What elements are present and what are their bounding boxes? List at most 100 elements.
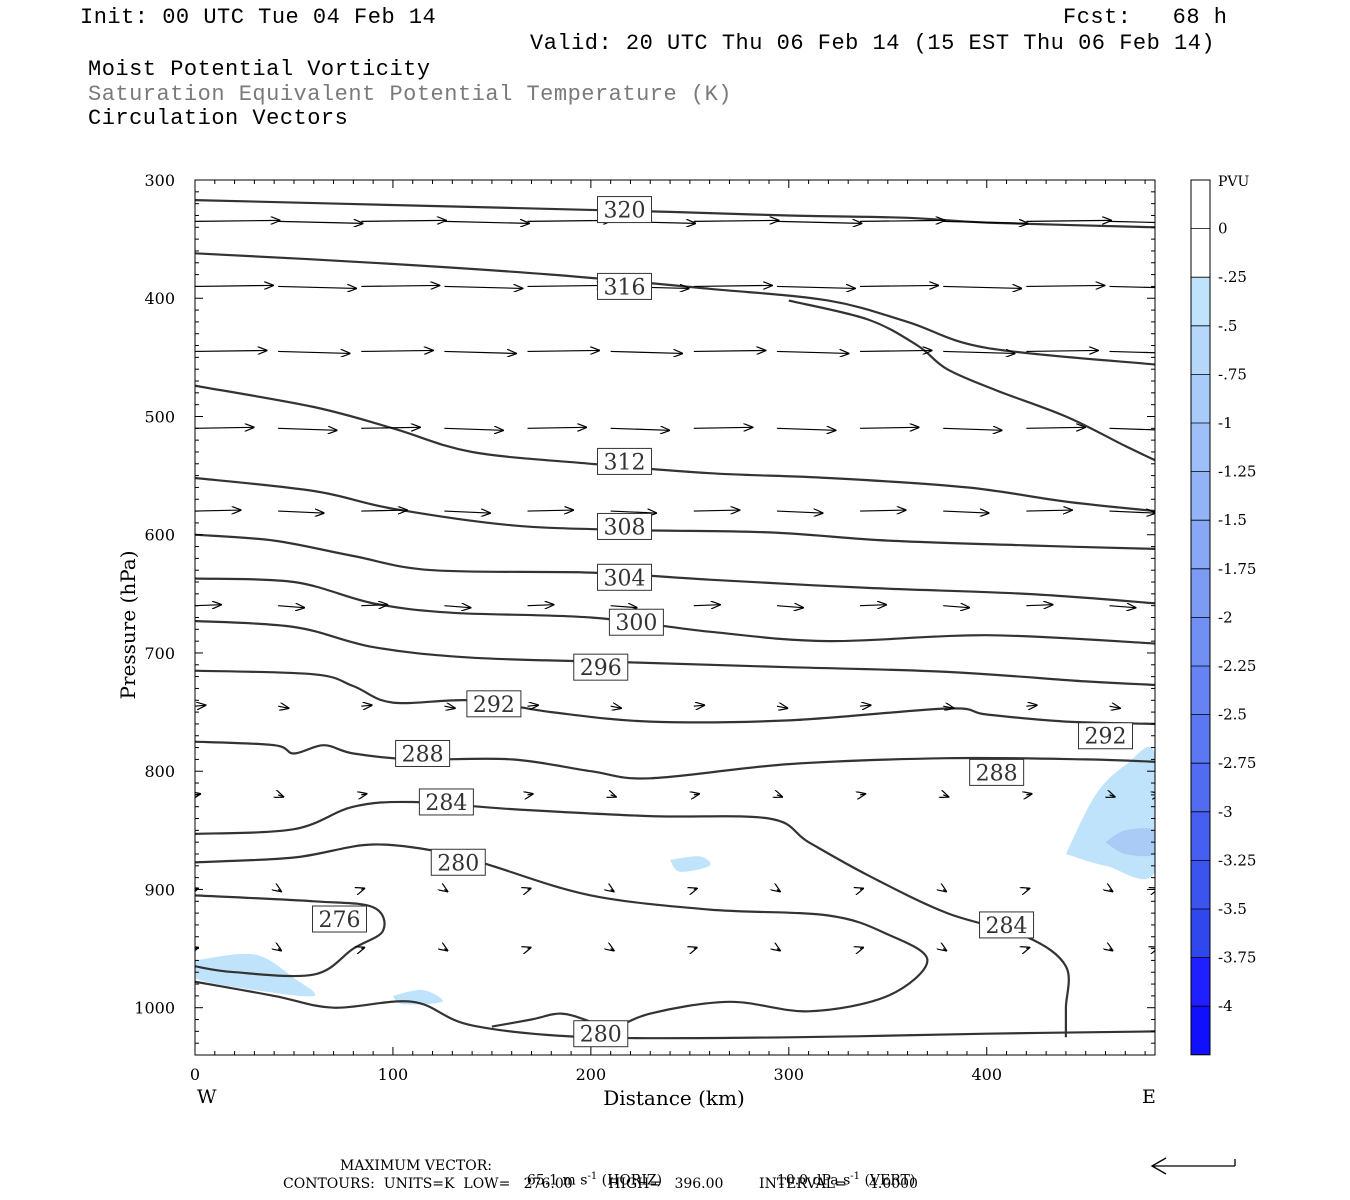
colorbar-label-16: -4: [1218, 997, 1233, 1015]
vector-5-11: [1109, 606, 1135, 608]
vector-7-9: [943, 795, 948, 797]
vector-4-4: [527, 510, 574, 511]
contour-label-312: 312: [604, 450, 646, 475]
vector-5-7: [776, 606, 803, 608]
colorbar-label-15: -3.75: [1218, 949, 1256, 967]
contour-label-300: 300: [615, 611, 657, 636]
vector-7-4: [528, 794, 533, 795]
contour-label-box-11: [418, 788, 474, 816]
pv-area-1: [1105, 828, 1155, 857]
vector-7-11: [1109, 795, 1114, 797]
vector-0-3: [444, 221, 528, 223]
vector-1-1: [278, 286, 356, 288]
vector-3-5: [610, 428, 670, 430]
colorbar-label-0: 0: [1218, 220, 1228, 238]
colorbar-label-8: -2: [1218, 608, 1233, 626]
x-tick-200: 200: [576, 1065, 607, 1084]
colorbar-cell-12: [1191, 763, 1210, 812]
vector-1-9: [943, 286, 1021, 288]
vector-3-4: [527, 427, 587, 428]
vector-9-4: [528, 948, 531, 949]
max-vector-horiz-value: 65.1 m s: [526, 1172, 588, 1189]
vector-0-8: [860, 220, 945, 221]
contour-label-288: 288: [976, 761, 1018, 786]
vector-9-7: [777, 949, 780, 951]
theta-e-contour-296-7: [195, 619, 1155, 686]
colorbar-cell-14: [1191, 860, 1210, 909]
colorbar-label-1: -.25: [1218, 268, 1247, 286]
field-title-pv: Moist Potential Vorticity: [88, 57, 431, 82]
y-tick-500: 500: [144, 407, 175, 426]
vector-4-3: [444, 511, 490, 513]
vector-3-8: [860, 427, 919, 428]
vector-6-8: [860, 705, 870, 706]
colorbar-cell-17: [1191, 1006, 1210, 1055]
vector-7-1: [278, 795, 283, 797]
colorbar-label-12: -3: [1218, 803, 1233, 821]
vector-0-7: [776, 221, 862, 223]
vector-6-11: [1109, 706, 1119, 708]
vector-8-9: [943, 889, 946, 891]
vector-4-5: [610, 511, 657, 513]
colorbar-label-11: -2.75: [1218, 754, 1256, 772]
theta-e-contour-280-11: [195, 843, 929, 1033]
vector-8-6: [694, 888, 697, 889]
theta-e-contours: [195, 199, 1155, 1040]
vector-0-2: [361, 220, 446, 221]
theta-e-contour-280-14: [195, 980, 1155, 1040]
contour-info: CONTOURS: UNITS=K LOW= 276.00 HIGH= 396.…: [283, 1176, 918, 1192]
colorbar-cell-5: [1191, 423, 1210, 472]
vector-5-1: [278, 606, 304, 608]
vector-5-0: [195, 605, 221, 606]
vector-9-9: [943, 949, 946, 951]
vector-5-2: [361, 605, 387, 606]
vector-0-0: [195, 220, 280, 221]
vector-6-6: [693, 705, 704, 706]
vector-7-2: [361, 794, 366, 795]
max-vector-horiz-exp: -1: [587, 1171, 598, 1182]
vector-4-11: [1109, 511, 1155, 513]
contour-label-320: 320: [604, 199, 646, 224]
colorbar-label-3: -.75: [1218, 365, 1247, 383]
colorbar-label-13: -3.25: [1218, 851, 1256, 869]
vector-9-6: [694, 948, 697, 949]
reference-vector-arrow: [1150, 1157, 1236, 1175]
contour-label-304: 304: [604, 566, 646, 591]
contour-label-box-2: [597, 447, 653, 475]
contour-label-box-13: [430, 848, 486, 876]
y-tick-300: 300: [144, 171, 175, 190]
max-vector-horiz-tail: (HORIZ): [601, 1172, 663, 1189]
circulation-vectors: [195, 220, 1160, 951]
colorbar-label-14: -3.5: [1218, 900, 1247, 918]
y-axis-label: Pressure (hPa): [116, 550, 140, 700]
vector-5-10: [1026, 605, 1052, 606]
colorbar-cell-0: [1191, 180, 1210, 229]
pv-area-4: [670, 856, 711, 872]
contour-label-box-6: [573, 653, 629, 681]
vector-2-8: [860, 350, 932, 351]
y-tick-600: 600: [144, 526, 175, 545]
vector-6-10: [1026, 705, 1036, 706]
vector-5-8: [860, 605, 886, 606]
vector-7-7: [777, 795, 782, 797]
vector-4-6: [693, 510, 740, 511]
x-tick-300: 300: [774, 1065, 805, 1084]
field-title-theta-e: Saturation Equivalent Potential Temperat…: [88, 82, 733, 107]
theta-e-contour-276-13: [195, 894, 386, 978]
vector-4-8: [860, 510, 906, 511]
vector-5-5: [610, 606, 637, 608]
vector-2-7: [776, 351, 849, 353]
contour-label-292: 292: [1085, 725, 1127, 750]
vector-8-7: [777, 889, 780, 891]
y-tick-1000: 1000: [134, 999, 175, 1018]
colorbar-cell-10: [1191, 666, 1210, 715]
x-tick-100: 100: [378, 1065, 409, 1084]
vector-7-10: [1026, 794, 1031, 795]
vector-7-12: [1155, 794, 1160, 795]
vector-3-1: [278, 428, 337, 430]
contour-label-280: 280: [437, 851, 479, 876]
vector-4-10: [1026, 510, 1072, 511]
colorbar-label-7: -1.75: [1218, 560, 1256, 578]
vector-0-1: [278, 221, 363, 223]
vector-2-5: [610, 351, 683, 353]
